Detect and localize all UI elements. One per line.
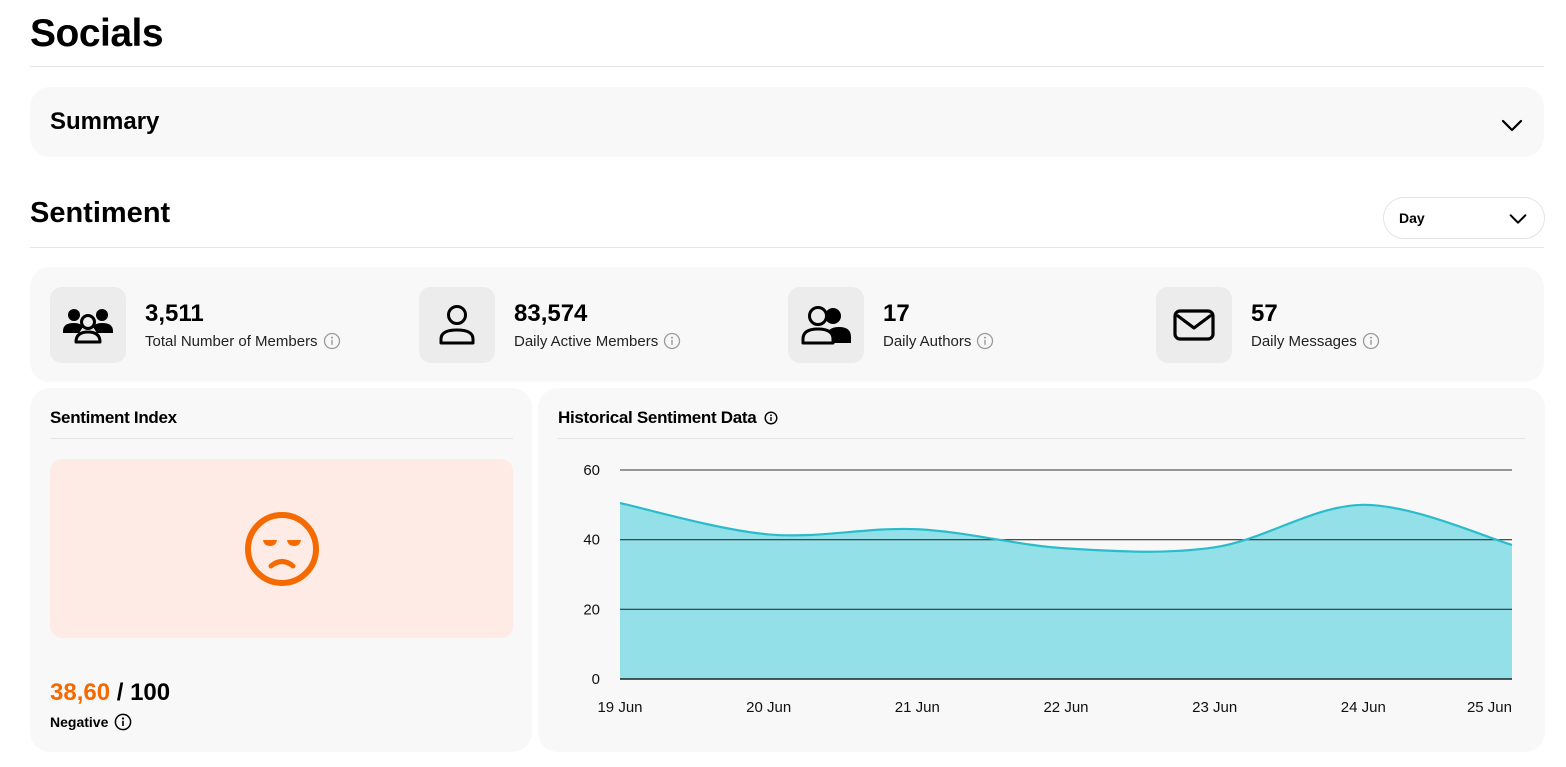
mail-icon <box>1156 287 1232 363</box>
sentiment-title: Sentiment <box>30 197 171 229</box>
page-title: Socials <box>30 12 164 55</box>
stat-label-row: Total Number of Members <box>145 332 341 350</box>
historical-sentiment-panel: Historical Sentiment Data 0 20 40 60 19 Jun 2… <box>538 388 1545 752</box>
sentiment-index-title: Sentiment Index <box>50 408 177 428</box>
y-tick-label: 60 <box>583 462 600 479</box>
sentiment-score-max: / 100 <box>116 679 171 706</box>
stat-daily-messages: 57 Daily Messages <box>1156 287 1486 363</box>
historical-sentiment-title: Historical Sentiment Data <box>558 408 778 428</box>
sentiment-verdict-label: Negative <box>50 714 109 730</box>
stat-value: 3,511 <box>145 300 204 327</box>
stat-label: Daily Messages <box>1251 332 1357 350</box>
x-tick-label: 21 Jun <box>895 699 940 716</box>
panel-divider <box>50 438 513 439</box>
summary-label: Summary <box>50 108 160 135</box>
stat-daily-active-members: 83,574 Daily Active Members <box>419 287 749 363</box>
sentiment-index-panel: Sentiment Index 38,60 / 100 Negative <box>30 388 532 752</box>
stat-label-row: Daily Active Members <box>514 332 681 350</box>
stat-value: 57 <box>1251 300 1278 327</box>
group-icon <box>50 287 126 363</box>
stat-label: Daily Active Members <box>514 332 659 350</box>
sentiment-score-value: 38,60 <box>50 679 111 706</box>
panel-divider <box>558 438 1525 439</box>
stat-daily-authors: 17 Daily Authors <box>788 287 1118 363</box>
chevron-down-icon <box>1509 214 1527 224</box>
period-select[interactable]: Day <box>1383 197 1545 239</box>
sad-face-icon <box>244 511 319 586</box>
stat-total-members: 3,511 Total Number of Members <box>50 287 380 363</box>
info-icon[interactable] <box>976 332 994 350</box>
historical-sentiment-title-text: Historical Sentiment Data <box>558 408 757 427</box>
y-tick-label: 20 <box>583 601 600 618</box>
chevron-down-icon <box>1501 119 1523 132</box>
stat-label: Daily Authors <box>883 332 972 350</box>
stat-label-row: Daily Authors <box>883 332 994 350</box>
info-icon[interactable] <box>663 332 681 350</box>
x-tick-label: 23 Jun <box>1192 699 1237 716</box>
x-tick-label: 19 Jun <box>597 699 642 716</box>
user-icon <box>419 287 495 363</box>
title-divider <box>30 66 1544 67</box>
info-icon[interactable] <box>764 411 778 425</box>
period-select-value: Day <box>1399 210 1425 226</box>
x-tick-label: 25 Jun <box>1467 699 1512 716</box>
sentiment-verdict: Negative <box>50 713 132 731</box>
sentiment-divider <box>30 247 1544 248</box>
x-tick-label: 22 Jun <box>1043 699 1088 716</box>
stat-label-row: Daily Messages <box>1251 332 1380 350</box>
y-tick-label: 0 <box>592 671 600 688</box>
info-icon[interactable] <box>323 332 341 350</box>
stats-card: 3,511 Total Number of Members 83,574 Dai… <box>30 267 1544 382</box>
sentiment-index-title-text: Sentiment Index <box>50 408 177 427</box>
info-icon[interactable] <box>114 713 132 731</box>
stat-value: 17 <box>883 300 910 327</box>
sentiment-score: 38,60 / 100 <box>50 679 170 707</box>
summary-accordion[interactable]: Summary <box>30 87 1544 157</box>
y-tick-label: 40 <box>583 532 600 549</box>
stat-value: 83,574 <box>514 300 588 327</box>
info-icon[interactable] <box>1362 332 1380 350</box>
series-area <box>620 503 1512 679</box>
sentiment-face-box <box>50 459 513 638</box>
x-tick-label: 20 Jun <box>746 699 791 716</box>
x-tick-label: 24 Jun <box>1341 699 1386 716</box>
stat-label: Total Number of Members <box>145 332 318 350</box>
sentiment-area-chart: 0 20 40 60 19 Jun 20 Jun 21 Jun 22 Jun 23 Jun 24 … <box>583 462 1513 716</box>
authors-icon <box>788 287 864 363</box>
